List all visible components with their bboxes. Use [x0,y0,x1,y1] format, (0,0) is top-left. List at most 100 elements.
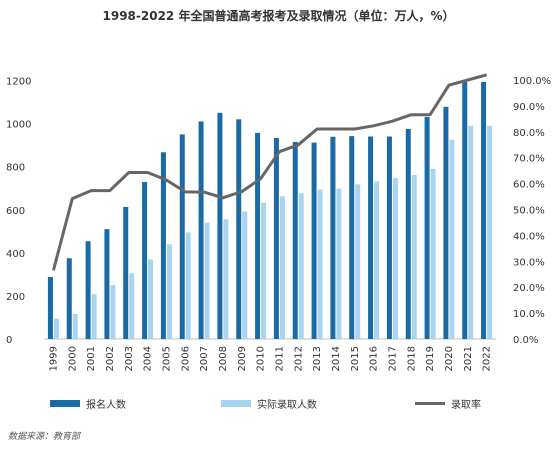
x-tick-label: 2013 [312,346,323,371]
bar-applicants [217,112,223,339]
x-tick-label: 2006 [180,346,191,371]
bar-admitted [411,175,417,339]
bar-admitted [242,211,248,339]
legend-item-admitted: 实际录取人数 [221,396,317,411]
y-tick-right-label: 60.0% [513,180,545,191]
y-tick-right-label: 100.0% [513,76,551,87]
x-tick-label: 2015 [350,346,361,371]
x-tick-label: 2014 [331,346,342,371]
bar-admitted [449,139,455,339]
legend-label-rate: 录取率 [451,399,481,411]
legend-label-applicants: 报名人数 [86,399,126,411]
bar-applicants [142,181,148,339]
bar-applicants [481,82,487,340]
x-tick-label: 2016 [369,346,380,371]
x-tick-label: 2007 [199,346,210,371]
x-tick-label: 2020 [444,346,455,371]
bar-applicants [255,132,261,339]
y-tick-right-label: 20.0% [513,283,545,294]
bar-applicants [368,136,374,339]
y-tick-left-label: 800 [6,163,25,174]
bar-applicants [386,136,392,339]
x-tick-label: 2011 [274,346,285,371]
bar-admitted [110,285,116,339]
bar-admitted [91,294,97,339]
y-tick-right-label: 70.0% [513,154,545,165]
y-tick-left-label: 1000 [6,120,31,131]
legend-label-admitted: 实际录取人数 [257,399,317,411]
legend-swatch-applicants [50,399,80,407]
bar-admitted [72,314,78,339]
x-tick-label: 2009 [237,346,248,371]
bar-applicants [349,136,355,339]
bar-applicants [273,138,279,339]
bar-applicants [85,241,91,339]
bar-applicants [462,82,468,340]
bar-admitted [261,202,267,339]
x-tick-label: 2004 [143,346,154,371]
bar-admitted [53,318,59,339]
x-tick-label: 2018 [406,346,417,371]
bar-admitted [487,125,493,340]
bar-admitted [317,189,323,339]
y-tick-left-label: 0 [6,335,12,346]
bar-applicants [236,119,242,339]
y-tick-right-label: 10.0% [513,309,545,320]
bar-admitted [185,232,191,339]
x-tick-label: 2022 [482,346,493,371]
legend-swatch-rate [415,401,445,405]
y-tick-right-label: 50.0% [513,206,545,217]
bar-admitted [279,196,285,339]
bar-applicants [47,276,53,339]
bar-applicants [443,106,449,339]
y-tick-right-label: 90.0% [513,102,545,113]
legend-swatch-admitted [221,399,251,407]
y-tick-right-label: 40.0% [513,231,545,242]
bar-admitted [355,184,361,339]
source-note: 数据来源：教育部 [8,432,81,442]
x-tick-label: 2019 [425,346,436,371]
bar-admitted [148,259,154,339]
x-tick-label: 2002 [105,346,116,371]
bar-applicants [66,258,72,339]
bar-admitted [468,125,474,340]
y-tick-left-label: 400 [6,249,25,260]
x-tick-label: 2017 [387,346,398,371]
x-tick-label: 2012 [293,346,304,371]
x-tick-label: 2001 [86,346,97,371]
line-rate [51,73,487,271]
y-tick-right-label: 0.0% [513,335,538,346]
legend-item-applicants: 报名人数 [50,396,126,411]
bar-applicants [104,229,110,339]
bar-applicants [311,142,317,339]
bar-admitted [129,273,135,339]
bar-applicants [198,121,204,339]
bar-applicants [292,141,298,339]
y-tick-right-label: 30.0% [513,257,545,268]
bar-admitted [392,178,398,339]
x-tick-label: 2010 [256,346,267,371]
bar-applicants [179,134,185,339]
x-tick-label: 2008 [218,346,229,371]
bar-applicants [330,136,336,339]
chart-title: 1998-2022 年全国普通高考报考及录取情况（单位：万人，%） [102,9,455,23]
y-tick-left-label: 1200 [6,77,31,88]
x-tick-label: 2003 [124,346,135,371]
bar-admitted [204,222,210,339]
bar-admitted [374,181,380,339]
y-tick-left-label: 200 [6,292,25,303]
bar-applicants [405,129,411,339]
bar-applicants [160,152,166,339]
bar-applicants [424,116,430,339]
bar-admitted [166,244,172,339]
y-tick-right-label: 80.0% [513,128,545,139]
bar-applicants [123,206,129,339]
legend-item-rate: 录取率 [415,396,481,411]
bar-admitted [336,188,342,339]
x-tick-label: 2021 [463,346,474,371]
y-tick-left-label: 600 [6,206,25,217]
x-tick-label: 1999 [48,346,59,371]
bar-admitted [430,168,436,339]
x-tick-label: 2000 [67,346,78,371]
